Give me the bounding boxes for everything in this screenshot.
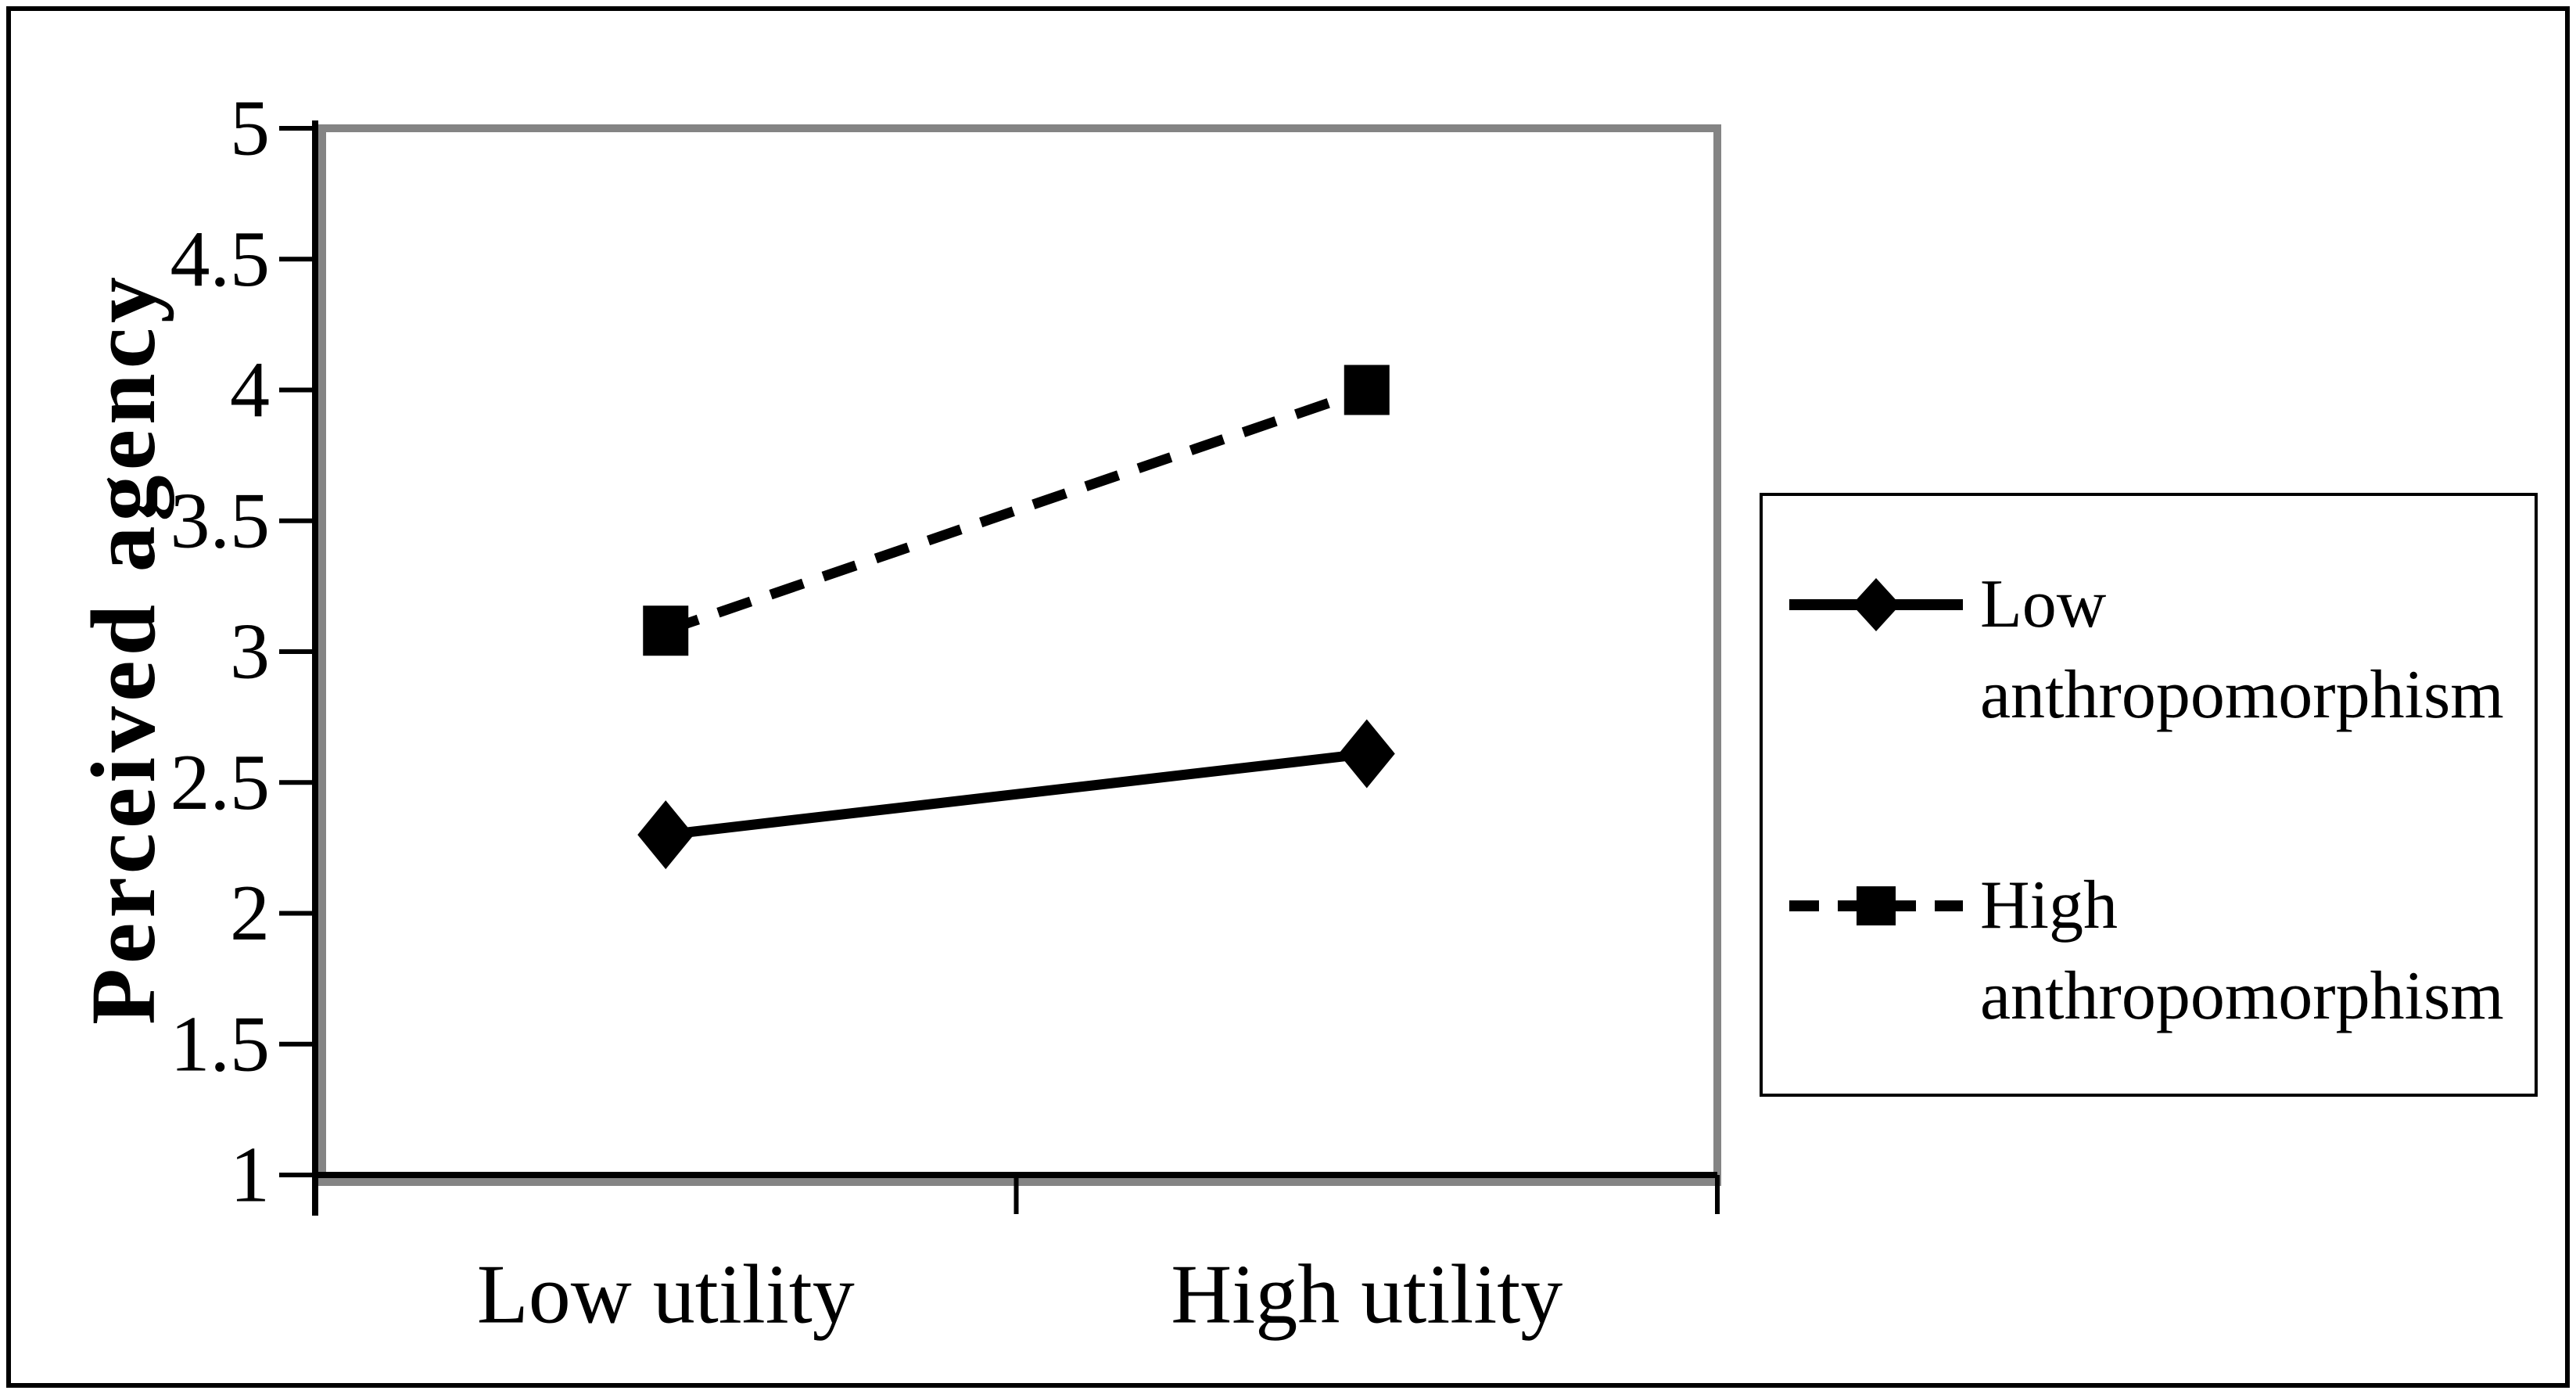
legend-swatch-dashed-square-icon [1789, 886, 1963, 925]
y-axis-tick-label: 1.5 [170, 1000, 271, 1088]
y-axis-tick-label: 4.5 [170, 215, 271, 304]
series-line-low-anthropomorphism [665, 748, 1368, 840]
y-axis-tick-label: 3.5 [170, 476, 271, 565]
series-line-high-anthropomorphism [664, 385, 1369, 636]
legend-label-low-anthropomorphism: Low anthropomorphism [1980, 566, 2504, 733]
marker-square-high-anthropomorphism-high-utility [1344, 365, 1390, 415]
plot-area-border [318, 124, 1721, 1186]
x-axis-category-label: High utility [1171, 1248, 1562, 1342]
y-axis-tick-label: 1 [230, 1131, 270, 1220]
legend-label-high-anthropomorphism: High anthropomorphism [1980, 868, 2504, 1034]
legend-swatch-solid-diamond-icon [1789, 578, 1963, 631]
marker-square-high-anthropomorphism-low-utility [643, 605, 689, 656]
x-axis-category-label: Low utility [477, 1248, 855, 1342]
y-axis-tick-label: 2.5 [170, 738, 271, 827]
marker-diamond-low-anthropomorphism-high-utility [1338, 719, 1395, 789]
marker-diamond-low-anthropomorphism-low-utility [637, 800, 694, 870]
y-axis-title: Perceived agency [72, 271, 174, 1026]
y-axis-tick-label: 4 [230, 346, 270, 434]
legend-entry-high-anthropomorphism: High anthropomorphism [1786, 860, 2535, 1042]
y-axis-tick-label: 5 [230, 84, 270, 173]
y-axis-tick-label: 3 [230, 608, 270, 696]
y-axis-tick-label: 2 [230, 869, 270, 957]
legend-entry-low-anthropomorphism: Low anthropomorphism [1786, 559, 2535, 741]
legend: Low anthropomorphism High anthropomorphi… [1760, 493, 2538, 1097]
